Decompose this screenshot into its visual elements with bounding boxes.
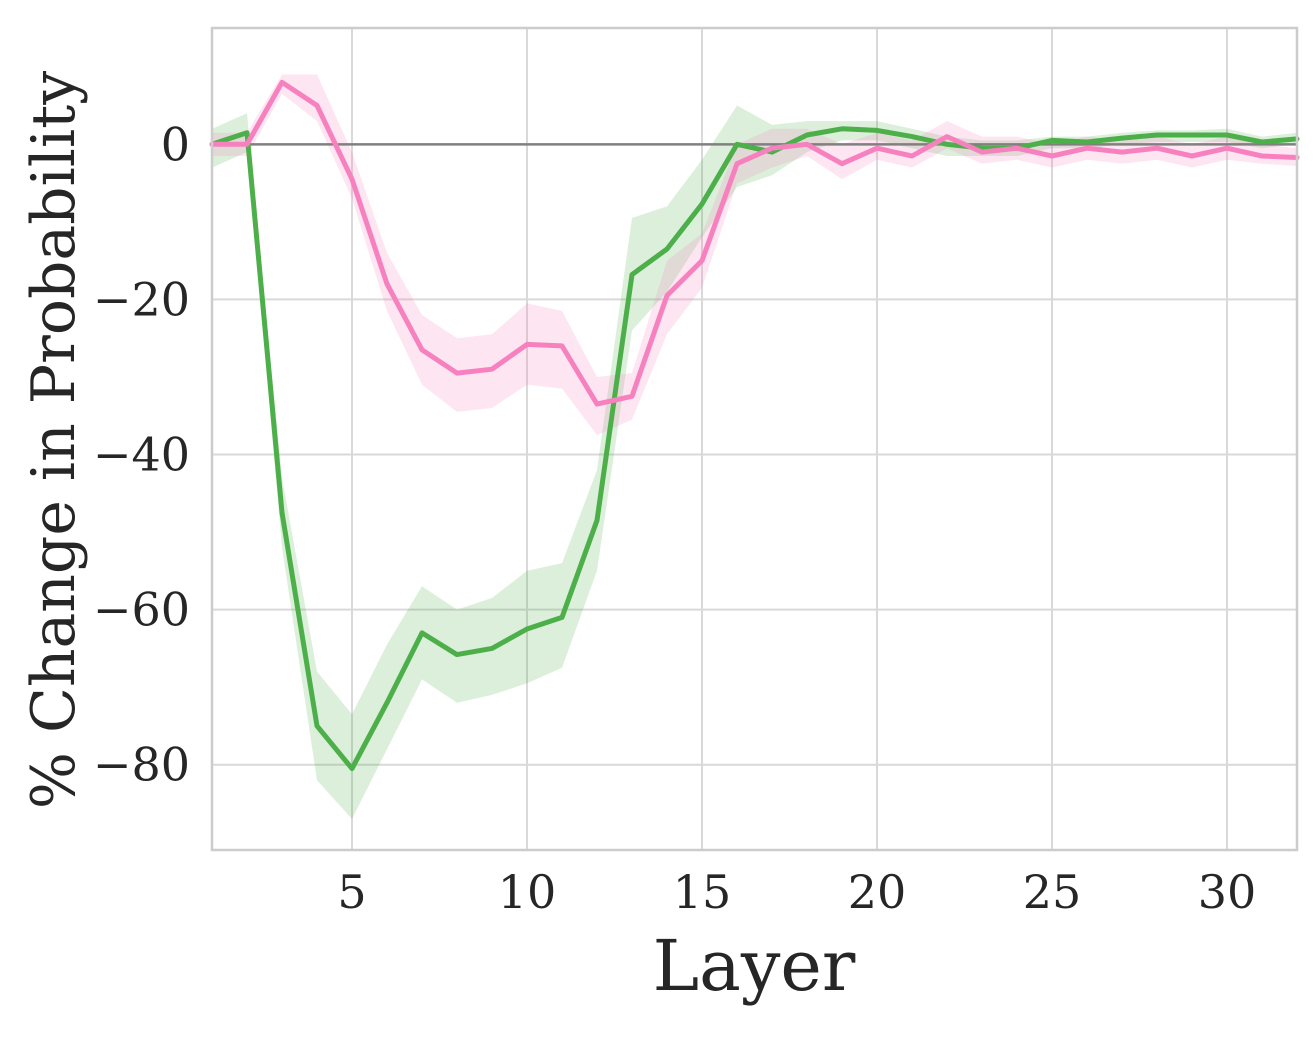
x-tick-labels: 5 10 15 20 25 30 (337, 865, 1256, 919)
y-tick-label: 0 (161, 117, 190, 171)
plot-border (210, 26, 1299, 852)
x-tick-label: 30 (1198, 865, 1257, 919)
y-axis-label: % Change in Probability (19, 71, 89, 809)
y-tick-labels: 0 −20 −40 −60 −80 (93, 117, 190, 791)
y-tick-label: −80 (93, 738, 190, 792)
green-confidence-band (212, 105, 1297, 819)
green-series-line (209, 126, 1300, 772)
y-tick-label: −40 (93, 428, 190, 482)
pink-series-line (209, 79, 1300, 407)
x-tick-label: 25 (1023, 865, 1082, 919)
x-axis-label: Layer (653, 925, 856, 1007)
x-tick-label: 10 (498, 865, 557, 919)
y-tick-label: −20 (93, 272, 190, 326)
confidence-bands (212, 74, 1297, 819)
x-tick-label: 15 (673, 865, 732, 919)
x-tick-label: 5 (337, 865, 366, 919)
pink-confidence-band (212, 74, 1297, 436)
plot-frame (210, 26, 1299, 852)
x-tick-label: 20 (848, 865, 907, 919)
series-lines (209, 79, 1300, 772)
y-tick-label: −60 (93, 583, 190, 637)
